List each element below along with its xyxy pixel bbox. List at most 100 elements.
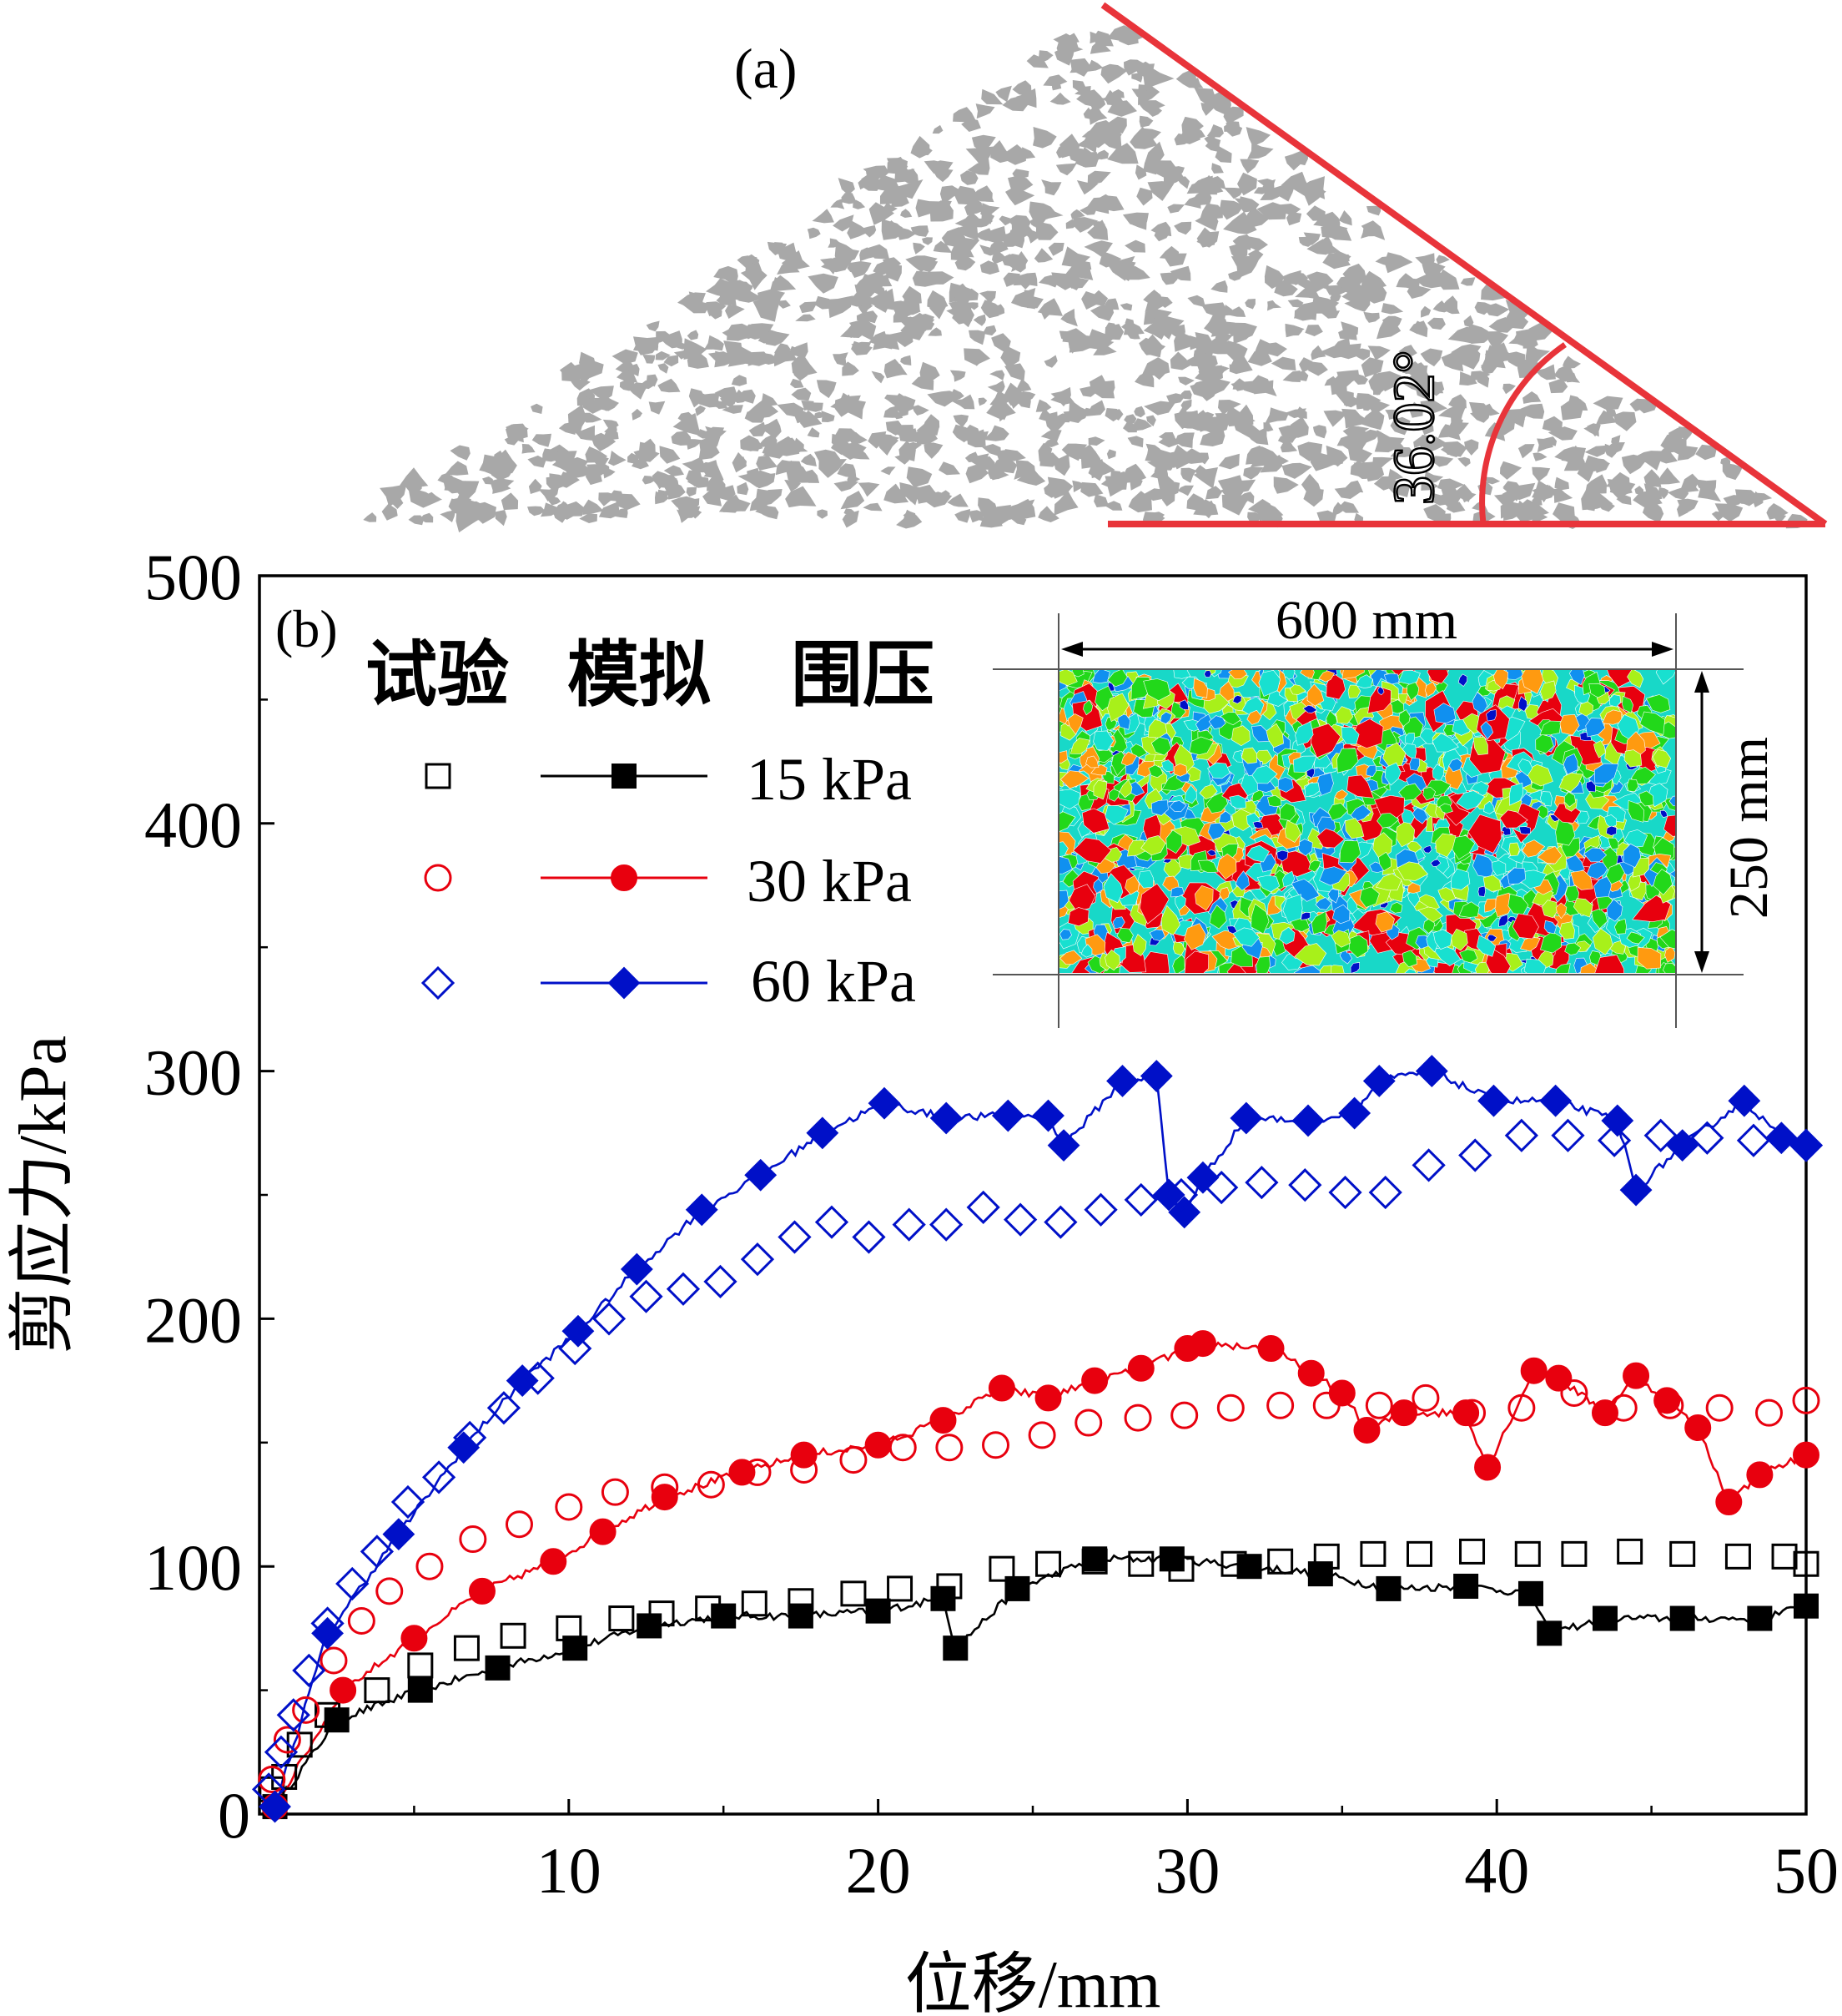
pile-particle	[1144, 141, 1165, 164]
inset-particle	[1304, 782, 1321, 798]
inset-particle	[1540, 930, 1562, 954]
data-point	[1690, 1121, 1724, 1155]
inset-particle	[1472, 736, 1488, 756]
pile-particle	[1502, 383, 1516, 395]
pile-particle	[1174, 221, 1192, 235]
pile-particle	[1059, 330, 1076, 342]
inset-particle	[1450, 868, 1471, 890]
pile-particle	[1550, 488, 1573, 503]
pile-particle	[828, 295, 853, 319]
inset-particle	[1059, 750, 1068, 764]
data-point	[1715, 1489, 1743, 1516]
pile-particle	[1714, 503, 1744, 522]
inset-particle	[1173, 763, 1187, 777]
pile-particle	[1146, 415, 1156, 426]
inset-particle	[1059, 789, 1081, 809]
angle-label: 36.02°	[1382, 350, 1447, 506]
pile-particle	[788, 342, 808, 358]
data-point	[1412, 1148, 1446, 1182]
inset-particle	[1639, 711, 1665, 735]
pile-particle	[731, 375, 747, 386]
data-point	[360, 1535, 395, 1569]
pile-particle	[485, 456, 510, 476]
inset-model: 600 mm 250 mm	[993, 590, 1779, 1028]
pile-particle	[1584, 445, 1608, 457]
data-point	[1164, 1177, 1199, 1212]
data-point	[790, 1441, 818, 1469]
pile-particle	[1110, 409, 1124, 421]
legend-header-pressure: 围压	[791, 635, 934, 715]
pile-particle	[755, 503, 770, 515]
pile-particle	[1363, 311, 1380, 323]
repose-angle-arc	[1479, 342, 1567, 525]
data-point	[982, 1431, 1010, 1459]
pile-particle	[1211, 163, 1224, 174]
inset-particle	[1232, 927, 1261, 947]
pile-particle	[1090, 290, 1109, 306]
pile-particle	[1553, 502, 1575, 522]
pile-particle	[1175, 68, 1204, 88]
pile-particle	[989, 390, 1012, 406]
pile-particle	[521, 443, 536, 454]
inset-particle	[1170, 886, 1185, 898]
pile-particle	[833, 481, 859, 492]
pile-particle	[1246, 446, 1271, 465]
pile-particle	[1470, 411, 1491, 423]
pile-particle	[1323, 410, 1348, 427]
pile-particle	[1295, 406, 1307, 419]
inset-particle	[1209, 905, 1227, 930]
inset-particle	[1563, 753, 1578, 775]
pile-particle	[723, 340, 742, 363]
pile-particle	[1094, 494, 1110, 507]
data-point	[485, 1655, 511, 1681]
pile-particle	[946, 306, 974, 328]
data-point	[1537, 1620, 1563, 1646]
pile-particle	[1253, 187, 1269, 194]
data-point	[929, 1101, 963, 1135]
pile-particle	[1611, 435, 1621, 446]
data-point	[1312, 1391, 1341, 1419]
pile-particle	[1407, 285, 1432, 299]
data-point	[1517, 1580, 1543, 1606]
pile-particle	[1177, 485, 1194, 496]
pile-particle	[1488, 317, 1513, 333]
pile-particle	[586, 466, 605, 476]
pile-particle	[1361, 357, 1384, 378]
data-point	[989, 1555, 1015, 1582]
pile-particle	[808, 273, 838, 294]
inset-particle	[1499, 809, 1528, 829]
pile-particle	[1390, 440, 1404, 450]
inset-particle	[1608, 837, 1619, 850]
pile-particle	[1404, 363, 1420, 375]
pile-particle	[752, 297, 775, 316]
data-point	[1074, 1409, 1103, 1437]
pile-particle	[1105, 298, 1120, 310]
pile-particle	[1015, 378, 1032, 392]
inset-particle	[1652, 748, 1672, 769]
pile-particle	[1218, 453, 1240, 470]
pile-particle	[939, 185, 962, 205]
inset-particle	[1341, 669, 1365, 680]
pile-particle	[900, 407, 908, 417]
inset-particle	[1521, 669, 1544, 694]
pile-particle	[1522, 391, 1542, 404]
data-point	[1044, 1205, 1078, 1239]
pile-particle	[1132, 418, 1152, 431]
inset-particle	[1430, 859, 1442, 867]
inset-particle	[1613, 918, 1627, 935]
inset-particle	[1456, 790, 1486, 810]
pile-particle	[922, 414, 940, 431]
x-tick-label: 40	[1464, 1834, 1529, 1907]
inset-particle	[1367, 686, 1392, 714]
pile-particle	[1246, 127, 1271, 147]
pile-particle	[1225, 479, 1256, 493]
y-tick-label: 100	[144, 1531, 242, 1604]
pile-particle	[657, 363, 669, 374]
data-point	[629, 1279, 663, 1313]
pile-particle	[667, 481, 686, 500]
pile-particle	[1193, 499, 1219, 516]
pile-particle	[1271, 356, 1296, 371]
inset-particle	[1276, 849, 1289, 862]
pile-particle	[1127, 436, 1144, 448]
pile-particle	[1106, 449, 1116, 460]
